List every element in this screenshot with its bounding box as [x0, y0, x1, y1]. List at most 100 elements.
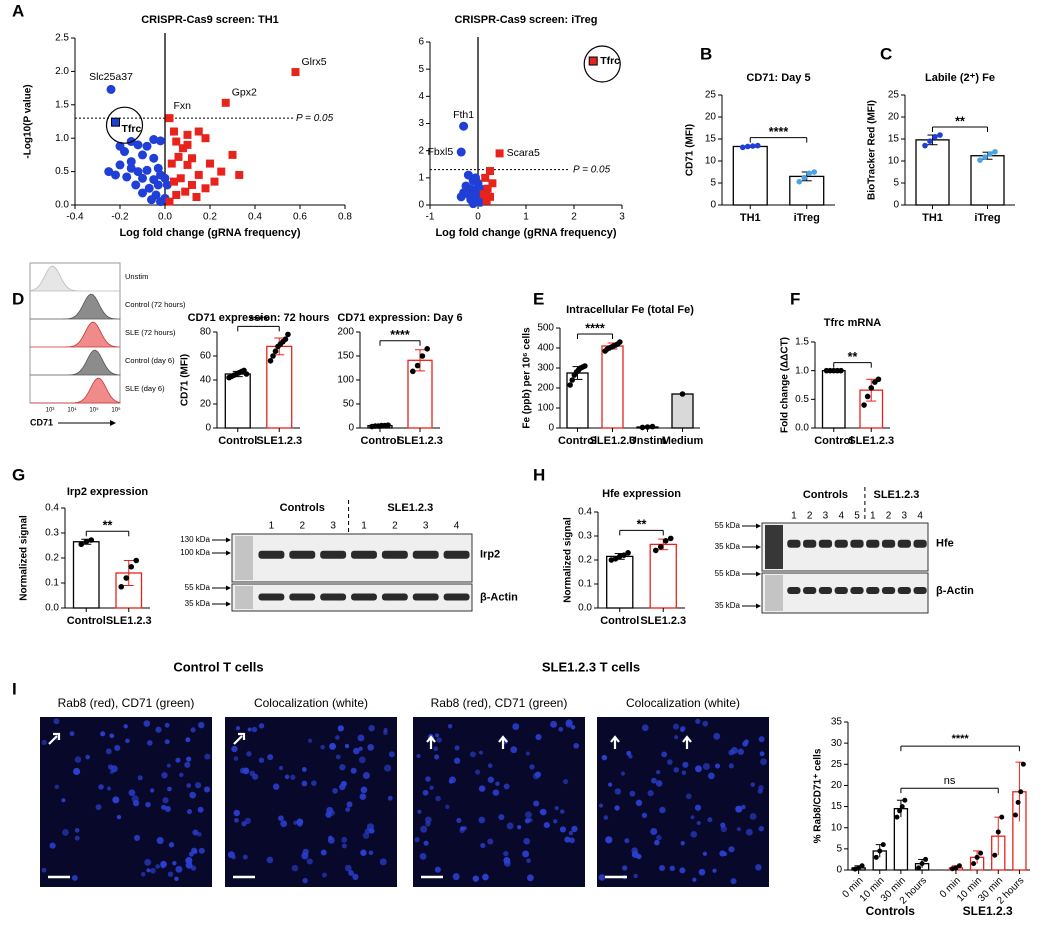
y-axis-label: BioTracker Red (MFI) — [867, 100, 878, 200]
cell — [172, 860, 177, 866]
cell — [301, 780, 308, 787]
point — [138, 173, 147, 183]
cell — [614, 805, 620, 811]
y-tick-label: 0.0 — [55, 200, 69, 211]
data-point — [995, 829, 1001, 835]
data-point — [679, 391, 686, 397]
cell — [745, 828, 753, 836]
cell — [512, 723, 520, 730]
cell — [420, 825, 428, 833]
chart-title: CD71 expression: Day 6 — [337, 312, 462, 324]
cell — [234, 817, 239, 823]
point — [188, 154, 196, 163]
data-point — [999, 814, 1005, 820]
cell — [453, 757, 461, 764]
flow-label: Control (day 6) — [125, 356, 175, 365]
point — [192, 192, 201, 201]
cell — [359, 793, 367, 800]
y-tick-label: 20 — [200, 399, 212, 410]
cell — [741, 804, 746, 810]
cell — [570, 725, 576, 730]
cell — [524, 811, 532, 819]
cell — [487, 776, 495, 784]
group-label: SLE1.2.3 — [963, 904, 1013, 918]
point — [183, 160, 192, 169]
y-tick-label: 10 — [888, 156, 900, 167]
ladder-arrowhead — [756, 571, 761, 577]
lane-number: 3 — [823, 511, 829, 522]
cell — [553, 819, 558, 824]
cell — [694, 804, 702, 811]
cell — [633, 873, 638, 879]
point — [126, 157, 136, 167]
cell — [456, 817, 462, 823]
cell — [712, 868, 717, 873]
cell — [74, 827, 80, 833]
data-point — [992, 852, 998, 858]
data-point — [667, 535, 674, 542]
x-tick-label: 0.4 — [248, 212, 262, 223]
cell — [54, 784, 59, 790]
point — [456, 192, 466, 202]
highlight-circle — [583, 45, 621, 83]
data-point — [1018, 789, 1024, 795]
data-point — [902, 797, 908, 803]
band — [412, 550, 439, 559]
point — [206, 159, 214, 168]
cell — [198, 721, 205, 729]
x-tick-label: -0.4 — [66, 212, 84, 223]
cell — [155, 726, 162, 733]
cell — [337, 725, 344, 732]
x-tick-label: 0.2 — [203, 212, 217, 223]
y-tick-label: 0.3 — [578, 531, 592, 542]
image-caption: Rab8 (red), CD71 (green) — [58, 696, 195, 710]
point — [162, 180, 172, 190]
y-tick-label: 400 — [537, 343, 554, 354]
point — [188, 180, 196, 189]
data-point — [128, 563, 135, 570]
y-tick-label: 150 — [337, 351, 354, 362]
cell — [143, 720, 151, 727]
lane-number: 4 — [838, 511, 844, 522]
cell — [266, 856, 274, 864]
y-tick-label: 0.0 — [45, 603, 59, 614]
ladder-lane — [765, 525, 783, 569]
y-tick-label: 0.1 — [45, 578, 59, 589]
point — [221, 98, 230, 107]
cell — [540, 808, 547, 816]
cell — [571, 825, 578, 833]
panel-label: C — [880, 44, 892, 63]
cell — [522, 850, 530, 858]
cell — [414, 837, 420, 843]
cell — [674, 735, 679, 740]
y-tick-label: 1.0 — [55, 133, 69, 144]
data-point — [932, 134, 938, 140]
y-tick-label: 25 — [831, 759, 843, 770]
point — [147, 195, 156, 205]
group-label: Controls — [280, 502, 325, 514]
cell — [133, 834, 141, 841]
x-tick-label: 0.8 — [338, 212, 352, 223]
cell — [423, 840, 429, 846]
cell — [61, 798, 66, 803]
significance-label: **** — [769, 125, 789, 139]
chart-title: Tfrc mRNA — [824, 317, 882, 329]
band — [834, 539, 848, 548]
cell — [603, 815, 609, 820]
y-tick-label: 35 — [831, 717, 843, 728]
band-label: Hfe — [936, 538, 954, 550]
cell — [526, 858, 531, 864]
cell — [433, 746, 439, 752]
cell — [329, 810, 336, 816]
x-tick-label: SLE1.2.3 — [640, 615, 686, 627]
y-tick-label: 5 — [418, 64, 424, 75]
point-label: Slc25a37 — [89, 71, 133, 83]
cell — [368, 724, 375, 732]
cell — [74, 756, 82, 763]
y-tick-label: 200 — [537, 383, 554, 394]
lane-number: 1 — [361, 521, 367, 532]
data-point — [897, 808, 903, 814]
y-tick-label: 0.0 — [578, 603, 592, 614]
cell — [350, 767, 357, 774]
flow-axis-label: CD71 — [30, 417, 53, 427]
